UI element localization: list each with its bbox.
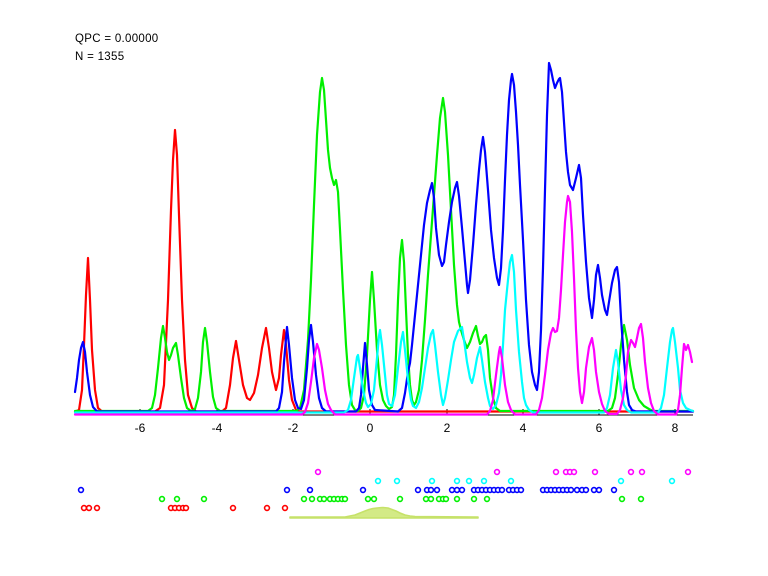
- green-samples-dot: [422, 495, 430, 503]
- green-samples-dot: [442, 495, 450, 503]
- red-samples-row: [80, 504, 289, 512]
- cyan-samples-dot: [617, 477, 625, 485]
- x-tick-label: 2: [444, 421, 451, 435]
- green-samples-row: [158, 495, 645, 503]
- cyan-samples-dot: [480, 477, 488, 485]
- green-samples-dot: [483, 495, 491, 503]
- x-tick-label: 6: [596, 421, 603, 435]
- green-samples-dot: [300, 495, 308, 503]
- red-samples-dot: [229, 504, 237, 512]
- cyan-samples-dot: [668, 477, 676, 485]
- blue-samples-dot: [498, 486, 506, 494]
- cyan-samples-dot: [453, 477, 461, 485]
- red-samples-dot: [263, 504, 271, 512]
- x-tick-label: -6: [135, 421, 146, 435]
- blue-samples-dot: [610, 486, 618, 494]
- blue-samples-dot: [458, 486, 466, 494]
- x-tick-label: 4: [520, 421, 527, 435]
- cyan-samples-dot: [428, 477, 436, 485]
- green-samples-dot: [637, 495, 645, 503]
- x-tick-label: -2: [288, 421, 299, 435]
- green-samples-dot: [427, 495, 435, 503]
- blue-samples-dot: [414, 486, 422, 494]
- blue-samples-dot: [595, 486, 603, 494]
- overall-density-shape: [289, 506, 479, 519]
- blue-samples-dot: [453, 486, 461, 494]
- magenta-samples-dot: [627, 468, 635, 476]
- blue-samples-dot: [283, 486, 291, 494]
- annotation-block: QPC = 0.00000 N = 1355: [75, 30, 159, 66]
- blue-samples-dot: [567, 486, 575, 494]
- blue-samples-dot: [433, 486, 441, 494]
- blue-samples-dot: [517, 486, 525, 494]
- green-samples-dot: [173, 495, 181, 503]
- blue-samples-dot: [306, 486, 314, 494]
- green-samples-dot: [618, 495, 626, 503]
- cyan-samples-dot: [374, 477, 382, 485]
- red-samples-dot: [85, 504, 93, 512]
- blue-samples-dot: [359, 486, 367, 494]
- green-samples-dot: [370, 495, 378, 503]
- green-samples-dot: [320, 495, 328, 503]
- red-samples-dot: [281, 504, 289, 512]
- blue-samples-dot: [582, 486, 590, 494]
- x-tick-label: -4: [212, 421, 223, 435]
- blue-samples-dot: [590, 486, 598, 494]
- green-samples-dot: [158, 495, 166, 503]
- green-samples-dot: [453, 495, 461, 503]
- magenta-samples-dot: [493, 468, 501, 476]
- rug-markers: [77, 468, 692, 512]
- magenta-samples-row: [314, 468, 692, 476]
- blue-samples-dot: [427, 486, 435, 494]
- class-3-blue-curve: [73, 61, 695, 413]
- magenta-samples-dot: [638, 468, 646, 476]
- qpc-annotation: QPC = 0.00000: [75, 33, 159, 45]
- magenta-samples-dot: [552, 468, 560, 476]
- cyan-samples-dot: [465, 477, 473, 485]
- red-samples-dot: [182, 504, 190, 512]
- green-samples-dot: [364, 495, 372, 503]
- magenta-samples-dot: [570, 468, 578, 476]
- red-samples-dot: [93, 504, 101, 512]
- x-tick-label: 0: [367, 421, 374, 435]
- magenta-samples-dot: [314, 468, 322, 476]
- class-density-curves: [73, 61, 695, 416]
- class-5-magenta-curve: [73, 194, 694, 416]
- magenta-samples-dot: [684, 468, 692, 476]
- green-samples-dot: [200, 495, 208, 503]
- green-samples-dot: [308, 495, 316, 503]
- x-tick-label: 8: [672, 421, 679, 435]
- cyan-samples-dot: [507, 477, 515, 485]
- n-annotation: N = 1355: [75, 51, 125, 63]
- magenta-samples-dot: [591, 468, 599, 476]
- green-samples-dot: [470, 495, 478, 503]
- green-samples-dot: [341, 495, 349, 503]
- overall-density-fill: [289, 506, 479, 519]
- blue-samples-dot: [77, 486, 85, 494]
- blue-samples-dot: [448, 486, 456, 494]
- cyan-samples-dot: [393, 477, 401, 485]
- cyan-samples-row: [374, 477, 676, 485]
- red-samples-dot: [80, 504, 88, 512]
- class-4-cyan-curve: [73, 253, 695, 414]
- blue-samples-dot: [573, 486, 581, 494]
- green-samples-dot: [396, 495, 404, 503]
- blue-samples-row: [77, 486, 618, 494]
- class-2-green-curve: [73, 76, 695, 413]
